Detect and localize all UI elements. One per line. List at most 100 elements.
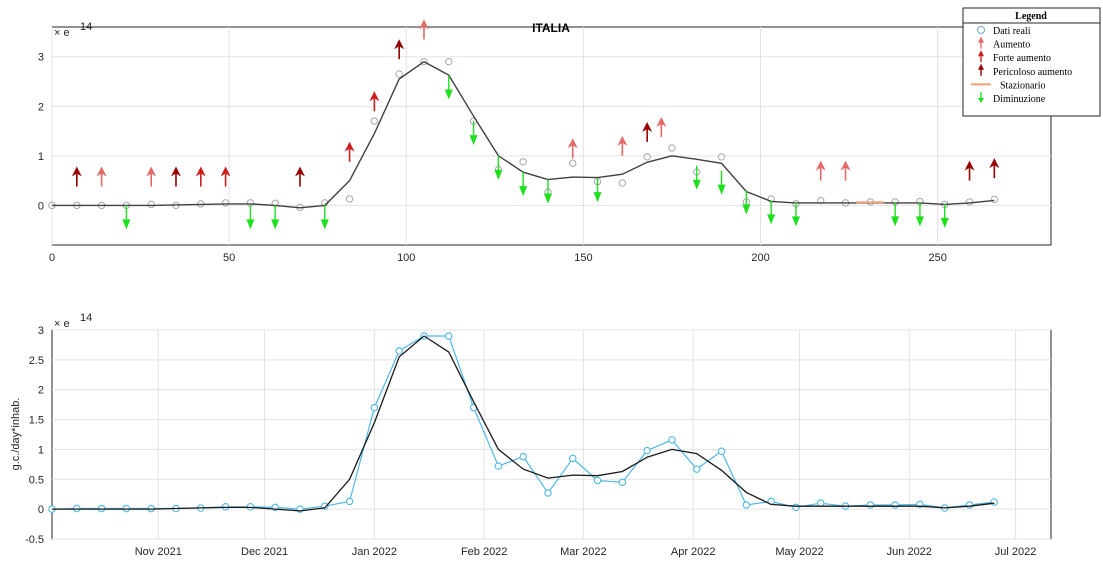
top-chart-title: ITALIA <box>532 21 570 35</box>
arrow-head <box>940 217 949 228</box>
legend-label: Aumento <box>993 40 1030 51</box>
legend-entry: Dati reali <box>977 26 1031 37</box>
arrow-head <box>567 138 578 149</box>
bottom-y-tick-label: 1.5 <box>29 415 44 427</box>
bottom-x-tick-label: Jul 2022 <box>995 546 1037 558</box>
arrow-head <box>220 166 231 177</box>
arrow-up-marker-up <box>418 19 429 40</box>
bottom-x-tick-label: Dec 2021 <box>241 546 288 558</box>
top-real-data-point <box>717 153 726 161</box>
top-real-data-point <box>147 200 155 209</box>
top-y-tick-label: 1 <box>38 151 44 163</box>
top-real-data-point <box>668 144 676 152</box>
bottom-x-tick-label: May 2022 <box>775 546 823 558</box>
top-real-data-point <box>569 159 577 167</box>
bottom-x-tick-label: Feb 2022 <box>461 546 507 558</box>
bottom-chart-panel: Nov 2021 Dec 2021 Jan 2022 Feb 2022 Mar 2022… <box>10 312 1052 558</box>
top-real-data-point <box>445 57 453 66</box>
bottom-x-tick-label: Mar 2022 <box>560 546 606 558</box>
legend-arrow-up-head <box>978 36 984 43</box>
arrow-down-marker <box>444 75 453 100</box>
bottom-exponent-label: × e <box>54 318 70 330</box>
arrow-head <box>271 219 280 230</box>
arrow-up-marker-danger <box>394 39 405 60</box>
arrow-head <box>394 39 405 50</box>
arrow-head <box>593 192 602 203</box>
arrow-head <box>122 219 131 230</box>
arrow-head <box>418 19 429 30</box>
arrow-head <box>767 214 776 225</box>
arrow-down-marker <box>271 205 280 230</box>
bottom-real-data-point <box>345 497 354 506</box>
arrow-up-marker-up <box>840 160 851 181</box>
legend-label: Pericoloso aumento <box>993 67 1072 78</box>
arrow-head <box>617 135 628 146</box>
arrow-head <box>642 121 653 132</box>
bottom-real-data-point <box>593 476 602 485</box>
arrow-down-marker <box>767 200 776 225</box>
bottom-x-tick-label: Apr 2022 <box>671 546 716 558</box>
top-y-tick-label: 3 <box>38 52 44 64</box>
arrow-down-marker <box>122 205 131 230</box>
arrow-down-marker <box>519 172 528 197</box>
bottom-real-data-point <box>965 501 974 509</box>
bottom-real-data-point <box>445 332 453 340</box>
bottom-real-data-point <box>792 503 800 512</box>
arrow-head <box>444 89 453 100</box>
arrow-down-marker <box>940 203 949 228</box>
arrow-head <box>717 184 726 195</box>
arrow-head <box>71 166 82 177</box>
arrow-down-marker <box>543 179 552 204</box>
legend-circle-icon <box>977 26 985 34</box>
bottom-real-data-point <box>569 454 577 463</box>
arrow-up-marker-up <box>146 166 157 187</box>
bottom-x-tick-label: Nov 2021 <box>135 546 182 558</box>
arrow-down-marker <box>593 178 602 203</box>
top-real-data-point <box>519 158 527 166</box>
arrow-down-marker <box>915 202 924 227</box>
legend-entry: Stazionario <box>971 80 1046 91</box>
bottom-ticks: Nov 2021 Dec 2021 Jan 2022 Feb 2022 Mar 2022… <box>25 325 1036 558</box>
arrow-down-marker <box>246 205 255 230</box>
arrow-up-marker-danger <box>964 160 975 181</box>
arrow-down-marker <box>692 165 701 190</box>
bottom-y-tick-label: 2.5 <box>29 355 44 367</box>
legend-label: Stazionario <box>1000 80 1046 91</box>
top-real-data-point <box>618 179 627 187</box>
top-y-tick-label: 2 <box>38 101 44 113</box>
arrow-up-marker-strong <box>344 141 355 162</box>
legend-entry: Aumento <box>978 36 1030 51</box>
bottom-y-tick-label: -0.5 <box>25 534 44 546</box>
bottom-real-data-point <box>643 446 651 455</box>
bottom-y-tick-label: 0 <box>38 504 44 516</box>
arrow-down-marker <box>791 202 800 227</box>
bottom-real-data-point <box>717 447 726 455</box>
bottom-x-tick-label: Jan 2022 <box>352 546 397 558</box>
top-plot-area <box>51 26 1052 246</box>
top-real-data-point <box>395 70 403 78</box>
top-real-data-point <box>643 153 651 161</box>
arrow-head <box>964 160 975 171</box>
bottom-trend-line <box>52 335 995 512</box>
top-real-data-point <box>420 57 428 66</box>
arrow-up-marker-danger <box>642 121 653 142</box>
bottom-plot-area <box>51 329 1052 540</box>
arrow-down-marker <box>494 155 503 180</box>
bottom-y-tick-label: 0.5 <box>29 474 44 486</box>
top-data <box>48 19 1000 230</box>
arrow-up-marker-danger <box>989 158 1000 179</box>
bottom-real-data-point <box>866 501 875 509</box>
top-x-tick-label: 100 <box>397 252 415 264</box>
top-x-tick-label: 0 <box>49 252 55 264</box>
bottom-real-data-point <box>519 452 527 461</box>
arrow-up-marker-up <box>656 116 667 137</box>
legend-arrow-down-head <box>978 98 984 103</box>
bottom-real-data-point <box>494 462 503 470</box>
legend-label: Dati reali <box>993 26 1031 37</box>
bottom-exponent-power: 14 <box>80 312 92 324</box>
bottom-real-data-point <box>742 501 751 509</box>
arrow-head <box>656 116 667 127</box>
legend-entry: Pericoloso aumento <box>978 63 1072 78</box>
arrow-up-marker-danger <box>170 166 181 187</box>
